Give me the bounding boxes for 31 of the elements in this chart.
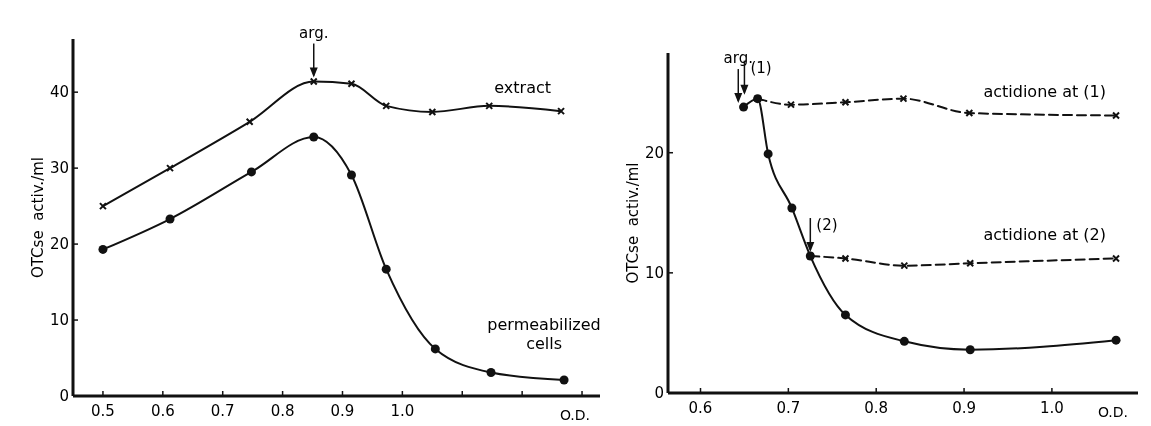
y-tick-label: 20 xyxy=(644,143,664,162)
x-tick-label: 0.8 xyxy=(864,399,889,417)
x-tick-label: 0.7 xyxy=(210,402,235,420)
x-tick-label: 0.5 xyxy=(91,402,115,420)
series-label: actidione at (2) xyxy=(983,225,1107,245)
y-tick-label: 10 xyxy=(49,311,69,330)
annotation: (1) xyxy=(750,58,772,77)
x-tick-label: 1.0 xyxy=(390,402,415,420)
y-tick-label: 20 xyxy=(49,235,69,254)
series-label: actidione at (1) xyxy=(983,82,1107,102)
x-axis-title: O.D. xyxy=(1097,404,1129,420)
y-tick-label: 0 xyxy=(59,387,69,406)
y-tick-label: 10 xyxy=(644,264,664,283)
y-tick-label: 0 xyxy=(654,384,664,403)
x-axis-title: O.D. xyxy=(559,407,591,423)
x-tick-label: 1.0 xyxy=(1039,399,1064,417)
y-tick-label: 30 xyxy=(49,159,69,178)
x-tick-label: 0.7 xyxy=(776,399,801,417)
annotation: (2) xyxy=(816,216,838,235)
x-tick-label: 0.9 xyxy=(330,402,355,420)
series-label: extract xyxy=(494,78,552,98)
x-tick-label: 0.8 xyxy=(270,402,295,420)
y-axis-title: OTCse activ./ml xyxy=(624,162,642,284)
annotation: arg. xyxy=(299,23,329,42)
y-axis-title: OTCse activ./ml xyxy=(29,157,47,278)
series-label: permeabilized cells xyxy=(487,315,601,354)
x-tick-label: 0.6 xyxy=(150,402,175,420)
annotation: arg. xyxy=(723,49,753,68)
x-tick-label: 0.9 xyxy=(952,399,976,417)
y-tick-label: 40 xyxy=(49,83,69,102)
x-tick-label: 0.6 xyxy=(688,399,713,417)
